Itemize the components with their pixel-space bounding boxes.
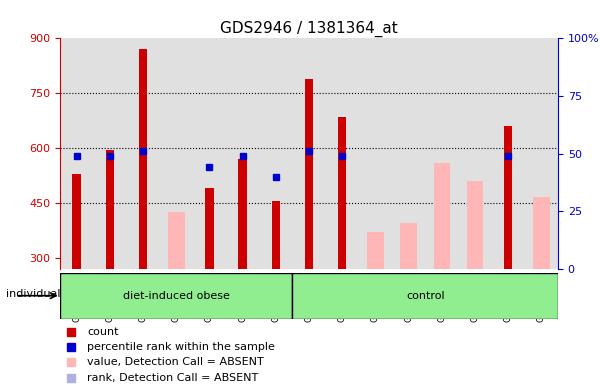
Bar [73,174,81,269]
Bar [359,38,392,269]
Bar [533,197,550,269]
Bar [525,38,558,269]
Bar [491,38,525,269]
Bar [400,223,417,269]
Bar [458,38,491,269]
Bar [106,150,114,269]
Bar [93,38,127,269]
Bar [367,232,384,269]
Bar [193,38,226,269]
Bar [338,117,346,269]
Bar [259,38,292,269]
Text: diet-induced obese: diet-induced obese [123,291,230,301]
Text: percentile rank within the sample: percentile rank within the sample [87,342,275,352]
Bar [160,38,193,269]
Bar [127,38,160,269]
Bar [205,188,214,269]
Bar [139,50,147,269]
Bar [60,38,93,269]
Text: value, Detection Call = ABSENT: value, Detection Call = ABSENT [87,358,264,367]
Bar [305,79,313,269]
Bar [392,38,425,269]
Bar [292,273,558,319]
Bar [60,273,292,319]
Bar [504,126,512,269]
Bar [168,212,185,269]
Bar [238,159,247,269]
Bar [226,38,259,269]
Text: rank, Detection Call = ABSENT: rank, Detection Call = ABSENT [87,373,258,383]
Text: count: count [87,327,119,337]
Text: control: control [406,291,445,301]
Title: GDS2946 / 1381364_at: GDS2946 / 1381364_at [220,21,398,37]
Bar [326,38,359,269]
Bar [292,38,326,269]
Text: individual: individual [6,289,61,299]
Bar [272,201,280,269]
Bar [425,38,458,269]
Bar [433,163,450,269]
Bar [467,181,484,269]
